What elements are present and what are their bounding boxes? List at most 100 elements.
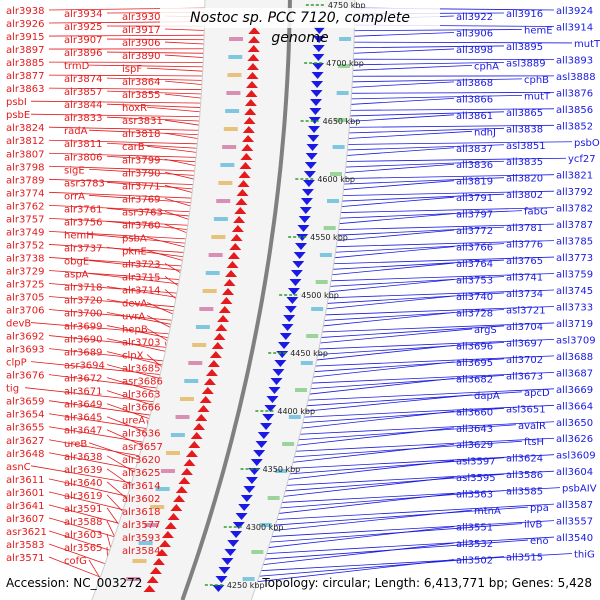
reverse-connector: [329, 246, 455, 259]
reverse-feature-arrow: [255, 441, 268, 448]
cog-feature-box: [192, 343, 207, 347]
forward-connector: [30, 100, 206, 104]
cog-feature-box: [306, 334, 319, 338]
kbp-label: 4650 kbp: [323, 117, 361, 126]
forward-feature-arrow: [240, 153, 253, 160]
reverse-feature-arrow: [304, 162, 317, 169]
forward-connector: [164, 93, 207, 100]
reverse-gene-label: all3792: [556, 187, 593, 198]
forward-gene-label: alr3654: [6, 410, 44, 421]
reverse-gene-label: all3819: [456, 177, 493, 188]
forward-gene-label: ispF: [122, 64, 142, 75]
reverse-gene-label: all3766: [456, 243, 493, 254]
forward-gene-label: alr3812: [6, 136, 44, 147]
cog-feature-box: [150, 505, 165, 509]
forward-gene-label: obgE: [64, 256, 89, 267]
forward-gene-label: alr3672: [64, 374, 102, 385]
reverse-feature-arrow: [281, 324, 294, 331]
reverse-connector: [301, 391, 523, 407]
reverse-connector: [335, 207, 555, 214]
forward-connector: [48, 374, 162, 390]
forward-feature-arrow: [245, 90, 258, 97]
forward-feature-arrow: [243, 117, 256, 124]
forward-feature-arrow: [215, 324, 228, 331]
reverse-gene-label: all3836: [456, 160, 493, 171]
reverse-feature-arrow: [308, 126, 321, 133]
reverse-gene-label: all3753: [456, 276, 493, 287]
reverse-gene-label: avalR: [518, 421, 546, 432]
accession-text: Accession: NC_003272: [6, 576, 143, 590]
kbp-label: 4700 kbp: [326, 59, 364, 68]
forward-gene-label: asr3783: [64, 178, 105, 189]
reverse-connector: [327, 259, 505, 270]
reverse-gene-connector-lines: [251, 7, 573, 583]
forward-connector: [48, 178, 199, 186]
cog-feature-box: [188, 361, 203, 365]
reverse-gene-label: asl3651: [506, 404, 546, 415]
reverse-connector: [271, 503, 555, 521]
forward-connector: [48, 217, 193, 226]
reverse-gene-label: cphA: [474, 61, 499, 72]
reverse-feature-arrow: [264, 405, 277, 412]
forward-gene-label: orrA: [64, 191, 85, 202]
forward-gene-label: alr3607: [6, 514, 44, 525]
topology-summary: Topology: circular; Length: 6,413,771 bp…: [262, 576, 592, 590]
reverse-feature-arrow: [240, 495, 253, 502]
reverse-feature-arrow: [230, 531, 243, 538]
cog-feature-box: [199, 307, 214, 311]
forward-feature-arrow: [246, 81, 259, 88]
forward-connector: [106, 77, 208, 81]
reverse-gene-label: all3745: [556, 286, 593, 297]
forward-feature-arrow: [149, 567, 162, 574]
forward-connector: [106, 416, 151, 435]
forward-gene-label: alr3692: [6, 332, 44, 343]
forward-gene-label: hemH: [64, 230, 94, 241]
reverse-connector: [314, 328, 473, 344]
reverse-feature-arrow: [221, 558, 234, 565]
forward-connector: [164, 28, 210, 32]
reverse-feature-arrow: [262, 414, 275, 421]
reverse-connector: [313, 339, 555, 350]
forward-connector: [88, 273, 184, 285]
reverse-gene-label: all3502: [456, 556, 493, 567]
reverse-gene-label: all3719: [556, 319, 593, 330]
forward-connector: [30, 465, 137, 485]
forward-connector: [88, 442, 144, 462]
reverse-gene-label: all3802: [506, 190, 543, 201]
forward-gene-label: alr3703: [122, 338, 160, 349]
forward-gene-label: psbA: [122, 233, 147, 244]
reverse-connector: [334, 210, 523, 219]
reverse-connector: [336, 196, 455, 208]
cog-feature-box: [336, 91, 349, 95]
reverse-gene-label: apcD: [524, 388, 550, 399]
forward-feature-arrow: [227, 252, 240, 259]
forward-gene-label: alr3906: [122, 38, 160, 49]
reverse-connector: [346, 81, 455, 89]
forward-gene-label: ureA: [122, 416, 145, 427]
reverse-gene-label: ycf27: [568, 154, 596, 165]
forward-gene-label: alr3890: [122, 51, 160, 62]
reverse-connector: [341, 147, 455, 157]
forward-gene-label: alr3934: [64, 9, 102, 20]
reverse-feature-arrow: [227, 540, 240, 547]
reverse-connector: [253, 556, 505, 578]
forward-gene-label: alr3762: [6, 201, 44, 212]
cog-feature-box: [327, 199, 340, 203]
reverse-feature-arrow: [274, 360, 287, 367]
reverse-connector: [342, 144, 505, 151]
reverse-gene-label: all3835: [506, 157, 543, 168]
reverse-feature-arrow: [311, 72, 324, 79]
forward-gene-label: alr3925: [64, 22, 102, 33]
reverse-gene-label: all3781: [506, 223, 543, 234]
reverse-gene-label: all3741: [506, 273, 543, 284]
reverse-connector: [310, 355, 555, 367]
reverse-connector: [337, 190, 555, 197]
forward-gene-label: cofG: [64, 556, 87, 567]
forward-feature-arrow: [207, 360, 220, 367]
forward-feature-arrow: [209, 351, 222, 358]
forward-gene-label: alr3824: [6, 123, 44, 134]
reverse-connector: [305, 374, 505, 390]
reverse-connector: [276, 487, 561, 504]
forward-gene-label: alr3749: [6, 227, 44, 238]
